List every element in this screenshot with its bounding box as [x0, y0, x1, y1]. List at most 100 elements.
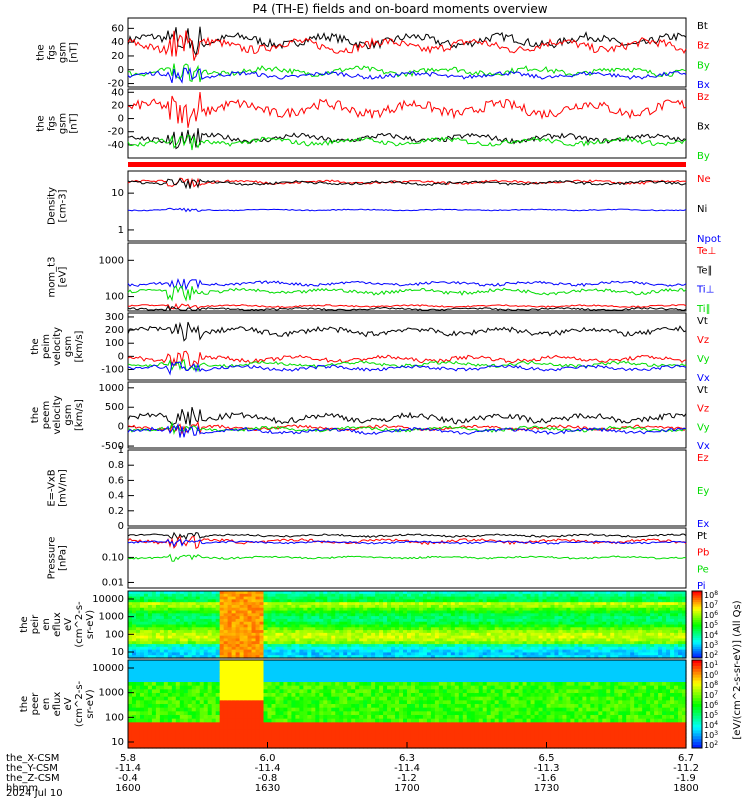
- spectrogram-cell: [674, 613, 679, 617]
- spectrogram-cell: [662, 641, 667, 645]
- spectrogram-cell: [183, 624, 189, 628]
- spectrogram-cell: [470, 627, 476, 631]
- spectrogram-cell: [279, 700, 285, 705]
- spectrogram-cell: [566, 618, 572, 623]
- spectrogram-cell: [542, 616, 548, 620]
- spectrogram-cell: [550, 624, 556, 628]
- spectrogram-cell: [167, 610, 173, 614]
- spectrogram-cell: [239, 627, 245, 631]
- spectrogram-cell: [131, 678, 137, 683]
- spectrogram-cell: [143, 671, 149, 676]
- spectrogram-cell: [335, 635, 340, 640]
- spectrogram-cell: [163, 660, 169, 665]
- spectrogram-cell: [143, 718, 149, 723]
- spectrogram-cell: [414, 593, 420, 598]
- spectrogram-cell: [590, 599, 595, 603]
- spectrogram-cell: [131, 682, 137, 687]
- spectrogram-cell: [674, 602, 679, 606]
- spectrogram-cell: [191, 641, 197, 645]
- spectrogram-cell: [586, 610, 591, 614]
- spectrogram-cell: [259, 678, 265, 683]
- spectrogram-cell: [271, 696, 277, 701]
- spectrogram-cell: [191, 655, 197, 659]
- spectrogram-cell: [478, 618, 484, 623]
- spectrogram-cell: [263, 596, 269, 600]
- y-tick-label: 0: [118, 65, 124, 76]
- spectrogram-cell: [171, 740, 177, 745]
- spectrogram-cell: [255, 671, 261, 676]
- spectrogram-cell: [506, 596, 512, 600]
- spectrogram-cell: [470, 596, 476, 600]
- spectrogram-cell: [518, 655, 524, 659]
- y-label-pressure: Pressure: [47, 537, 58, 580]
- spectrogram-cell: [183, 718, 189, 723]
- spectrogram-cell: [183, 729, 189, 734]
- spectrogram-cell: [550, 635, 556, 640]
- spectrogram-cell: [554, 610, 560, 614]
- spectrogram-cell: [267, 744, 273, 749]
- spectrogram-cell: [674, 635, 679, 640]
- spectrogram-cell: [510, 610, 516, 614]
- spectrogram-cell: [191, 740, 197, 745]
- spectrogram-cell: [195, 610, 201, 614]
- spectrogram-cell: [574, 649, 579, 654]
- spectrogram-cell: [151, 689, 157, 694]
- spectrogram-cell: [646, 602, 651, 606]
- spectrogram-cell: [263, 607, 269, 612]
- spectrogram-cell: [538, 613, 544, 617]
- spectrogram-cell: [379, 591, 384, 595]
- spectrogram-cell: [534, 632, 540, 637]
- spectrogram-cell: [554, 607, 560, 612]
- spectrogram-cell: [255, 663, 261, 668]
- spectrogram-cell: [638, 596, 643, 600]
- spectrogram-cell: [486, 627, 492, 631]
- spectrogram-cell: [235, 604, 241, 609]
- spectrogram-cell: [243, 630, 249, 634]
- spectrogram-cell: [598, 652, 603, 656]
- spectrogram-cell: [147, 671, 153, 676]
- spectrogram-cell: [566, 649, 572, 654]
- spectrogram-cell: [490, 618, 496, 623]
- spectrogram-cell: [403, 644, 408, 648]
- spectrogram-cell: [255, 621, 261, 626]
- spectrogram-cell: [634, 641, 639, 645]
- spectrogram-cell: [482, 596, 488, 600]
- spectrogram-cell: [171, 700, 177, 705]
- spectrogram-cell: [231, 621, 237, 626]
- spectrogram-cell: [482, 652, 488, 656]
- spectrogram-cell: [255, 744, 261, 749]
- y-tick-label: 0.10: [102, 552, 124, 563]
- spectrogram-cell: [646, 593, 651, 598]
- spectrogram-cell: [486, 591, 492, 595]
- spectrogram-cell: [407, 602, 412, 606]
- spectrogram-cell: [307, 652, 312, 656]
- spectrogram-cell: [199, 618, 205, 623]
- spectrogram-cell: [562, 632, 568, 637]
- spectrogram-cell: [678, 630, 683, 634]
- spectrogram-cell: [183, 663, 189, 668]
- spectrogram-cell: [291, 632, 296, 637]
- spectrogram-cell: [183, 604, 189, 609]
- spectrogram-cell: [131, 621, 137, 626]
- spectrogram-cell: [678, 602, 683, 606]
- spectrogram-cell: [602, 602, 607, 606]
- spectrogram-cell: [658, 596, 663, 600]
- spectrogram-cell: [227, 613, 233, 617]
- spectrogram-cell: [530, 630, 536, 634]
- spectrogram-cell: [163, 711, 169, 716]
- series-peim_velocity-0: [127, 321, 687, 342]
- spectrogram-cell: [331, 700, 336, 705]
- spectrogram-cell: [526, 596, 532, 600]
- spectrogram-cell: [598, 593, 603, 598]
- spectrogram-cell: [343, 593, 348, 598]
- spectrogram-cell: [474, 602, 480, 606]
- spectrogram-cell: [522, 632, 528, 637]
- spectrogram-cell: [279, 663, 285, 668]
- spectrogram-cell: [438, 591, 444, 595]
- legend-peem_velocity-0: Vt: [697, 385, 708, 396]
- spectrogram-cell: [586, 604, 591, 609]
- spectrogram-cell: [179, 638, 185, 642]
- spectrogram-cell: [446, 652, 452, 656]
- spectrogram-cell: [187, 744, 193, 749]
- spectrogram-cell: [538, 655, 544, 659]
